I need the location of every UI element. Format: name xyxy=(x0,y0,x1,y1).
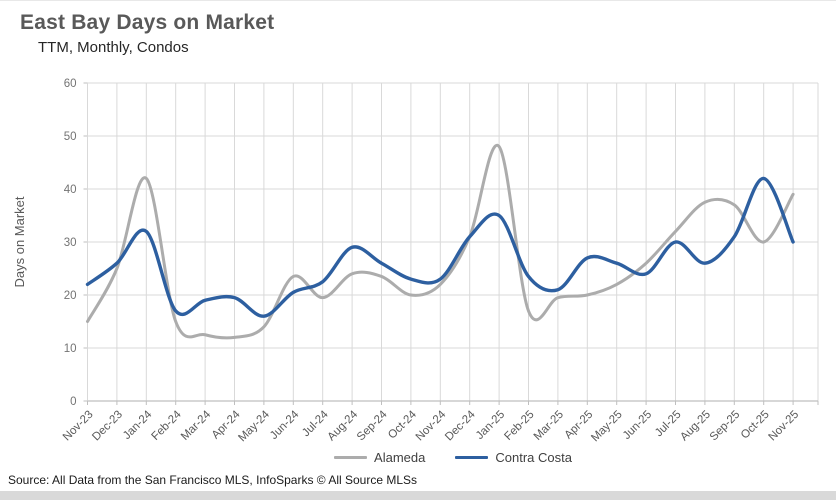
legend-swatch-contra-costa xyxy=(455,456,489,459)
y-tick-label: 30 xyxy=(64,237,77,249)
series-line-contra-costa xyxy=(85,176,795,318)
x-tick-label: Nov-23 xyxy=(61,409,96,444)
x-tick-label: Nov-24 xyxy=(414,408,449,443)
series-line-alameda xyxy=(86,143,795,340)
x-tick-label: Mar-25 xyxy=(532,409,566,443)
x-tick-label: Feb-25 xyxy=(502,409,536,443)
legend-label: Alameda xyxy=(374,450,426,465)
x-tick-label: Dec-24 xyxy=(443,408,478,443)
legend-label: Contra Costa xyxy=(495,450,572,465)
x-tick-label: May-25 xyxy=(589,409,625,445)
y-tick-label: 60 xyxy=(64,78,77,90)
legend-item-alameda: Alameda xyxy=(334,450,425,465)
y-tick-label: 10 xyxy=(64,343,77,355)
y-tick-label: 40 xyxy=(64,184,77,196)
x-tick-label: Mar-24 xyxy=(179,408,214,443)
chart-title: East Bay Days on Market xyxy=(20,11,275,34)
chart-legend: Alameda Contra Costa xyxy=(88,450,818,465)
x-tick-label: Feb-24 xyxy=(150,408,185,443)
y-tick-label: 20 xyxy=(64,290,77,302)
source-attribution: Source: All Data from the San Francisco … xyxy=(8,473,418,487)
x-tick-label: Jun-24 xyxy=(268,408,302,442)
x-tick-label: Jan-25 xyxy=(474,409,507,442)
y-tick-label: 0 xyxy=(70,396,76,408)
window-edge-strip xyxy=(0,491,836,500)
x-tick-label: Jun-25 xyxy=(621,409,654,442)
y-tick-label: 50 xyxy=(64,131,77,143)
x-tick-label: Sep-24 xyxy=(355,408,390,443)
y-axis-title: Days on Market xyxy=(12,196,27,287)
chart-subtitle: TTM, Monthly, Condos xyxy=(38,39,189,56)
x-tick-label: Jan-24 xyxy=(121,408,155,442)
x-tick-label: Aug-25 xyxy=(678,409,713,444)
legend-swatch-alameda xyxy=(334,456,368,459)
x-tick-label: Nov-25 xyxy=(767,409,802,444)
x-tick-label: Dec-23 xyxy=(90,409,125,444)
legend-item-contra-costa: Contra Costa xyxy=(455,450,572,465)
x-tick-label: Aug-24 xyxy=(326,408,361,443)
x-tick-label: May-24 xyxy=(236,408,272,444)
x-tick-label: Sep-25 xyxy=(708,409,743,444)
